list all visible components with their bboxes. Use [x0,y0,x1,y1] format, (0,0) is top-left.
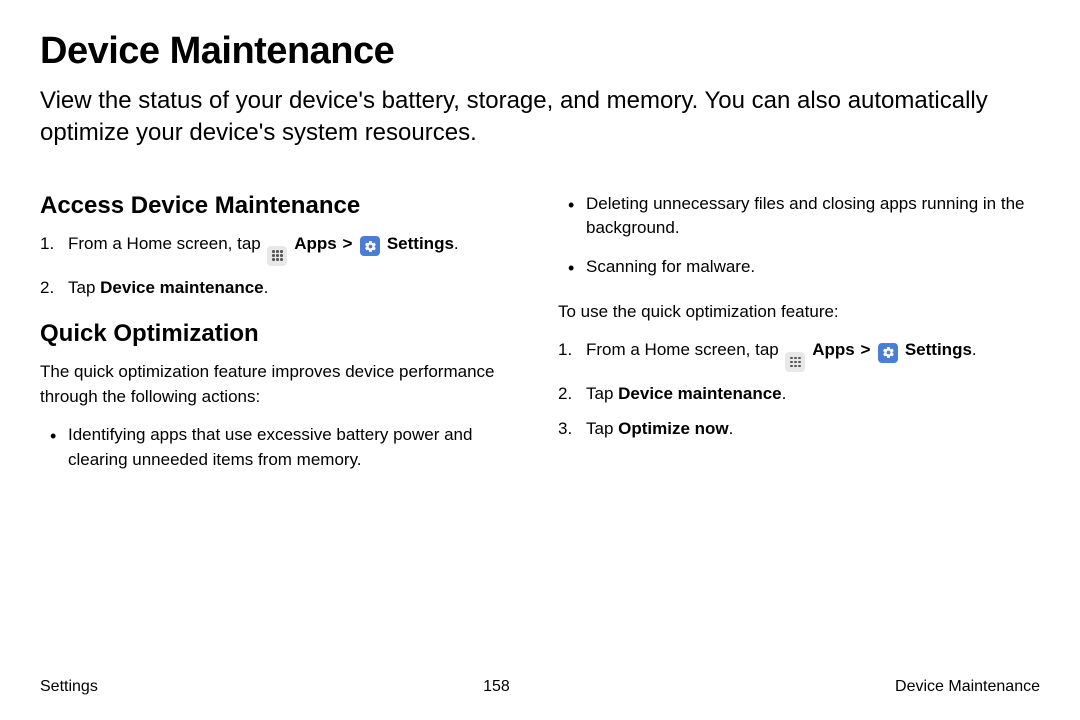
step-text: Tap [586,384,618,403]
step-suffix: . [782,384,787,403]
access-step-1: From a Home screen, tap Apps > Settings. [40,232,522,266]
section-quickopt-title: Quick Optimization [40,320,522,348]
step-bold: Optimize now [618,419,729,438]
page-footer: Settings 158 Device Maintenance [40,678,1040,696]
apps-icon [267,246,287,266]
step-bold: Device maintenance [100,278,263,297]
quickopt-bullets-right: Deleting unnecessary files and closing a… [558,192,1040,280]
use-steps: From a Home screen, tap Apps > Settings.… [558,338,1040,441]
quickopt-intro: The quick optimization feature improves … [40,360,522,409]
quickopt-bullets-left: Identifying apps that use excessive batt… [40,423,522,472]
apps-label: Apps [812,340,855,359]
step-text: From a Home screen, tap [68,234,265,253]
apps-icon [785,352,805,372]
page-title: Device Maintenance [40,30,1040,73]
page-intro: View the status of your device's battery… [40,85,1040,150]
use-step-3: Tap Optimize now. [558,417,1040,442]
footer-page-number: 158 [483,678,510,696]
section-access-title: Access Device Maintenance [40,192,522,220]
footer-right: Device Maintenance [895,678,1040,696]
settings-label: Settings [905,340,972,359]
step-text: Tap [586,419,618,438]
step-suffix: . [729,419,734,438]
access-step-2: Tap Device maintenance. [40,276,522,301]
use-step-1: From a Home screen, tap Apps > Settings. [558,338,1040,372]
chevron-icon: > [860,340,870,359]
settings-label: Settings [387,234,454,253]
bullet-deleting: Deleting unnecessary files and closing a… [558,192,1040,241]
settings-icon [360,236,380,256]
footer-left: Settings [40,678,98,696]
access-steps: From a Home screen, tap Apps > Settings.… [40,232,522,300]
left-column: Access Device Maintenance From a Home sc… [40,192,522,493]
bullet-scanning: Scanning for malware. [558,255,1040,280]
chevron-icon: > [342,234,352,253]
apps-label: Apps [294,234,337,253]
step-suffix: . [972,340,977,359]
step-text: Tap [68,278,100,297]
step-text: From a Home screen, tap [586,340,783,359]
step-suffix: . [454,234,459,253]
settings-icon [878,343,898,363]
bullet-identifying: Identifying apps that use excessive batt… [40,423,522,472]
content-columns: Access Device Maintenance From a Home sc… [40,192,1040,493]
use-intro: To use the quick optimization feature: [558,300,1040,325]
use-step-2: Tap Device maintenance. [558,382,1040,407]
step-bold: Device maintenance [618,384,781,403]
step-suffix: . [264,278,269,297]
right-column: Deleting unnecessary files and closing a… [558,192,1040,493]
